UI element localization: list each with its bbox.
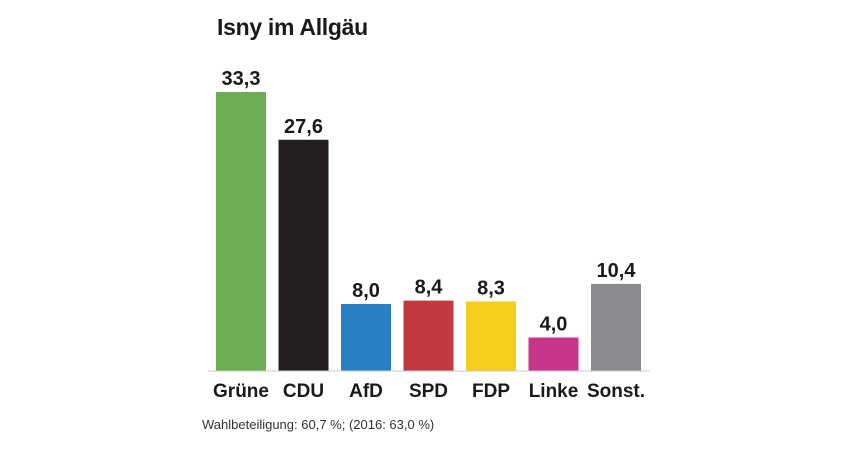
value-labels-group: 33,3 27,6 8,0 8,4 8,3 4,0 10,4 <box>222 68 637 335</box>
bar-7 <box>591 283 641 371</box>
bar-6 <box>528 337 579 371</box>
chart-title: Isny im Allgäu <box>217 14 368 40</box>
category-label-7: Sonst. <box>587 381 645 402</box>
bars-group <box>216 92 641 371</box>
category-label-4: SPD <box>409 381 448 402</box>
bar-2 <box>278 139 329 371</box>
value-label-5: 8,3 <box>477 277 505 299</box>
bar-4 <box>403 300 454 371</box>
value-label-6: 4,0 <box>540 313 568 335</box>
category-labels-group: Grüne CDU AfD SPD FDP Linke Sonst. <box>213 381 645 402</box>
value-label-2: 27,6 <box>284 116 323 138</box>
bar-1 <box>216 92 266 371</box>
value-label-7: 10,4 <box>597 260 637 282</box>
category-label-6: Linke <box>529 381 579 402</box>
category-label-5: FDP <box>472 381 510 402</box>
turnout-footnote: Wahlbeteiligung: 60,7 %; (2016: 63,0 %) <box>202 417 435 432</box>
category-label-3: AfD <box>349 381 383 402</box>
value-label-3: 8,0 <box>352 280 380 302</box>
value-label-4: 8,4 <box>415 277 444 299</box>
category-label-1: Grüne <box>213 381 269 402</box>
bar-3 <box>341 303 391 371</box>
category-label-2: CDU <box>283 381 324 402</box>
value-label-1: 33,3 <box>222 68 261 90</box>
bar-5 <box>466 301 516 371</box>
